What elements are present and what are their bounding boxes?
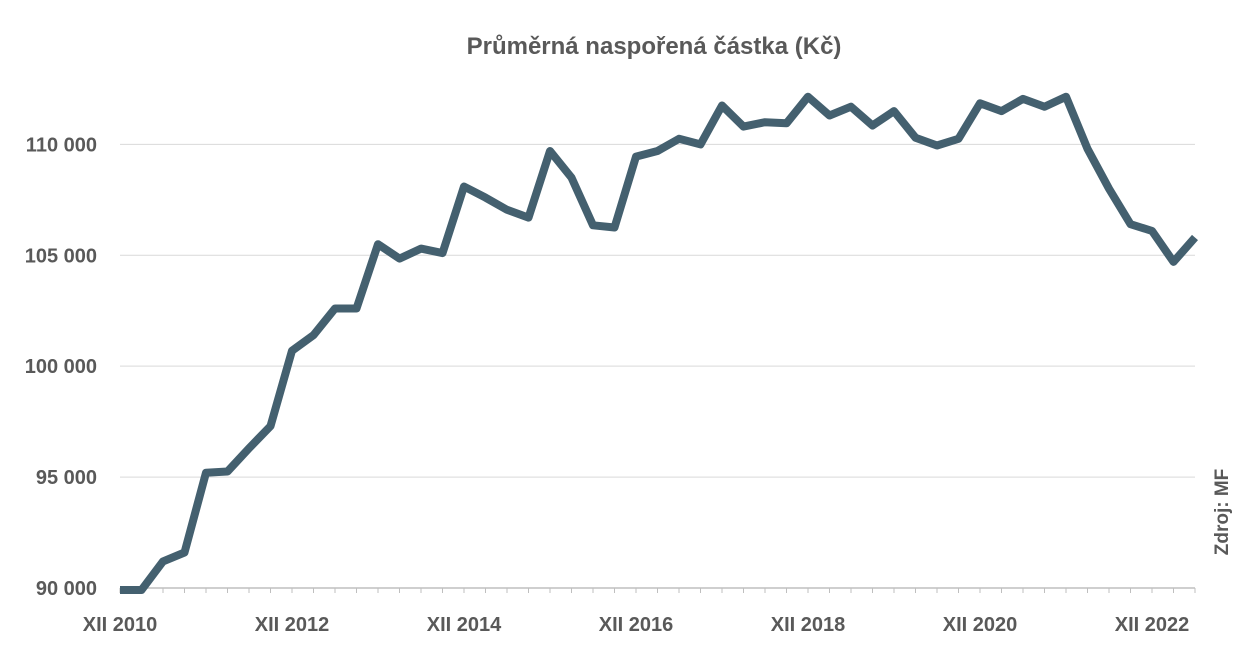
data-point — [634, 155, 638, 159]
data-point — [656, 149, 660, 153]
data-point — [204, 471, 208, 475]
data-point — [742, 125, 746, 129]
data-point — [161, 559, 165, 563]
y-tick-label: 90 000 — [36, 578, 97, 600]
data-point — [398, 257, 402, 261]
data-point — [720, 104, 724, 108]
data-point — [312, 333, 316, 337]
data-point — [1021, 97, 1025, 101]
x-tick-label: XII 2022 — [1115, 614, 1190, 636]
data-point — [763, 120, 767, 124]
data-point — [1172, 260, 1176, 264]
data-point — [978, 101, 982, 105]
data-point — [140, 588, 144, 592]
data-point — [677, 137, 681, 141]
data-point — [1129, 222, 1133, 226]
x-tick-label: XII 2010 — [83, 614, 158, 636]
data-point — [957, 137, 961, 141]
y-axis-tick-labels: 90 000 95 000 100 000 105 000 110 000 — [25, 134, 97, 600]
data-point — [806, 95, 810, 99]
data-point — [290, 349, 294, 353]
x-tick-label: XII 2020 — [943, 614, 1018, 636]
data-point — [269, 424, 273, 428]
data-point — [226, 470, 230, 474]
chart-title: Průměrná naspořená částka (Kč) — [467, 33, 842, 60]
data-point — [548, 149, 552, 153]
data-point — [527, 216, 531, 220]
x-axis-tick-labels: XII 2010 XII 2012 XII 2014 XII 2016 XII 2018… — [83, 614, 1190, 636]
data-point — [570, 176, 574, 180]
data-point — [419, 247, 423, 251]
data-point — [1000, 109, 1004, 113]
grid-lines — [120, 143, 1195, 478]
data-point — [441, 251, 445, 255]
data-point — [1193, 236, 1197, 240]
data-point — [247, 446, 251, 450]
data-point — [183, 551, 187, 555]
y-tick-label: 100 000 — [25, 356, 97, 378]
data-point — [333, 307, 337, 311]
data-point — [376, 242, 380, 246]
x-tick-label: XII 2012 — [255, 614, 330, 636]
data-point — [699, 142, 703, 146]
data-point — [849, 105, 853, 109]
data-point — [505, 208, 509, 212]
data-point — [591, 223, 595, 227]
data-point — [914, 136, 918, 140]
source-label: Zdroj: MF — [1212, 469, 1233, 556]
data-point — [484, 196, 488, 200]
x-tick-label: XII 2016 — [599, 614, 674, 636]
data-point — [613, 226, 617, 230]
y-tick-label: 110 000 — [26, 134, 97, 156]
data-point — [462, 185, 466, 189]
data-point — [828, 114, 832, 118]
y-tick-label: 105 000 — [25, 245, 97, 267]
data-point — [1043, 105, 1047, 109]
series-line — [120, 92, 1199, 594]
data-point — [785, 121, 789, 125]
x-axis — [119, 587, 1196, 593]
data-point — [1064, 95, 1068, 99]
data-points — [118, 95, 1197, 592]
data-point — [355, 307, 359, 311]
x-tick-label: XII 2018 — [771, 614, 846, 636]
data-point — [1150, 229, 1154, 233]
y-tick-label: 95 000 — [36, 467, 97, 489]
data-point — [1086, 147, 1090, 151]
data-point — [935, 143, 939, 147]
data-point — [892, 109, 896, 113]
data-point — [118, 588, 122, 592]
data-point — [871, 124, 875, 128]
x-tick-label: XII 2014 — [427, 614, 502, 636]
data-point — [1107, 187, 1111, 191]
